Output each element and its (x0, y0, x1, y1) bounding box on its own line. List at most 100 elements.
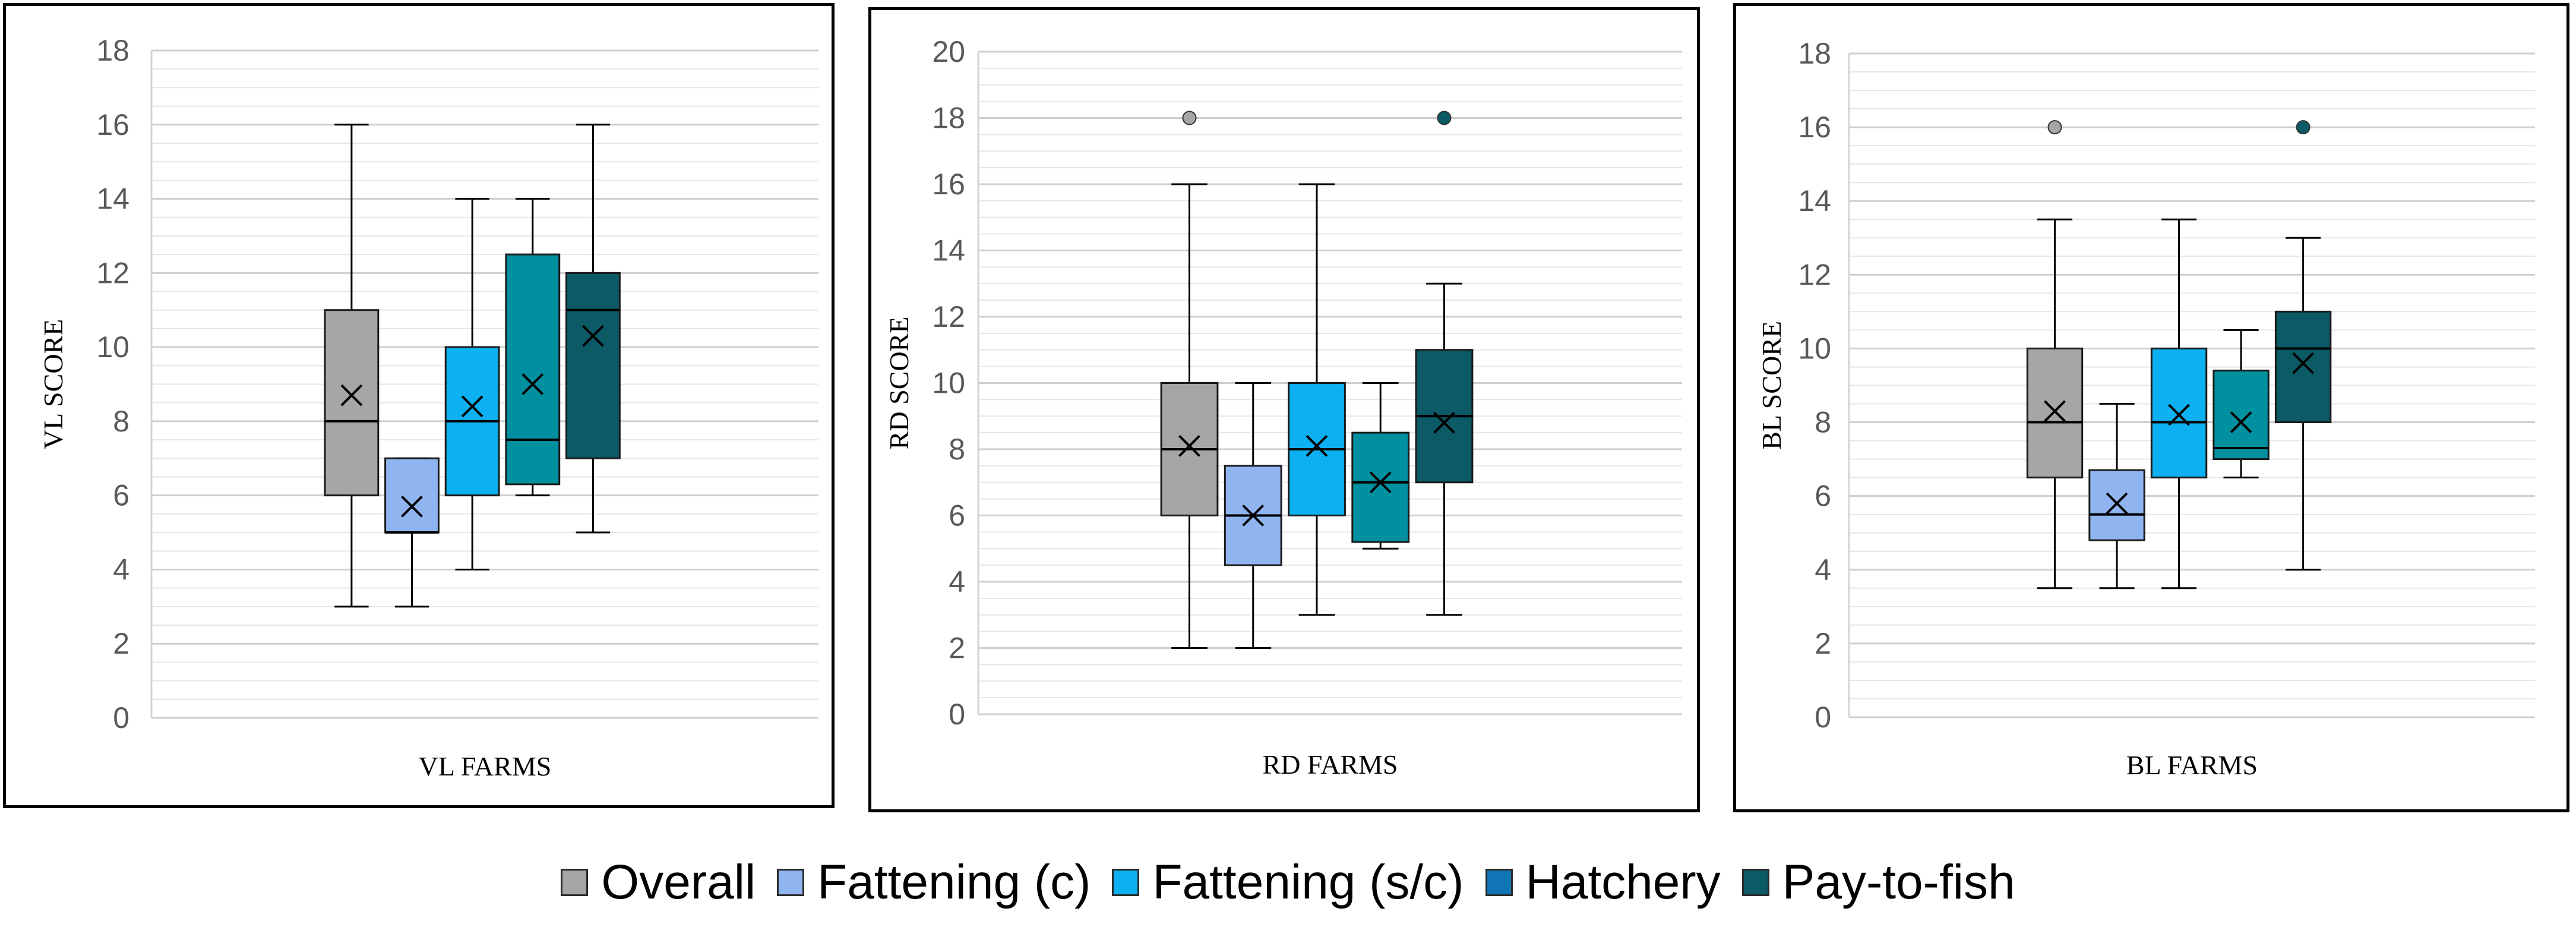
outlier-point (2047, 120, 2062, 135)
legend-swatch-hatchery (1485, 869, 1513, 896)
legend-label-hatchery: Hatchery (1525, 855, 1721, 909)
chart-svg-rd: 0 2 4 6 8 10 12 14 16 18 20 RD SCORE RD FARMS (884, 35, 1682, 780)
box-overall-rd (1160, 111, 1219, 649)
y-tick-label: 4 (113, 553, 129, 586)
box-iqr (324, 309, 380, 497)
y-tick-label: 10 (96, 330, 129, 364)
y-tick-label: 0 (949, 698, 965, 731)
y-tick-label: 10 (1798, 332, 1831, 365)
box-pay-to-fish-vl (565, 124, 621, 534)
box-iqr (2212, 370, 2270, 461)
y-tick-label: 12 (932, 300, 965, 333)
mean-marker (1242, 505, 1265, 526)
legend-swatch-fattening-c (777, 869, 805, 896)
legend-item-fattening-sc: Fattening (s/c) (1112, 855, 1464, 910)
y-tick-label: 6 (1815, 480, 1831, 513)
chart-panel-bl: 0 2 4 6 8 10 12 14 16 18 BL SCORE BL FARMS (1733, 3, 2569, 812)
box-iqr (384, 457, 440, 534)
mean-marker (461, 395, 483, 418)
legend-label-fattening-c: Fattening (c) (817, 855, 1091, 909)
x-axis-label-bl: BL FARMS (2126, 750, 2258, 780)
box-pay-to-fish-bl (2274, 120, 2332, 571)
y-tick-label: 12 (96, 256, 129, 289)
y-tick-label: 10 (932, 367, 965, 400)
mean-marker (1369, 471, 1392, 494)
mean-marker (1178, 435, 1200, 457)
outlier-point (1437, 111, 1452, 125)
outlier-point (2296, 120, 2311, 135)
y-tick-label: 4 (949, 565, 965, 598)
y-tick-label: 20 (932, 35, 965, 68)
mean-marker (401, 495, 423, 518)
box-iqr (565, 272, 621, 459)
mean-marker (2106, 492, 2128, 515)
y-axis-label-rd: RD SCORE (884, 317, 914, 450)
box-iqr (505, 253, 561, 485)
box-overall-bl (2026, 120, 2084, 589)
legend-swatch-pay-to-fish (1741, 869, 1769, 896)
y-tick-label: 16 (1798, 111, 1831, 144)
box-overall-vl (324, 124, 380, 608)
legend-swatch-overall (561, 869, 589, 896)
mean-marker (1306, 435, 1328, 457)
box-iqr (2088, 469, 2145, 541)
y-tick-label: 14 (96, 182, 129, 216)
y-tick-label: 14 (932, 234, 965, 267)
y-ticks-vl: 0 2 4 6 8 10 12 14 16 18 (96, 34, 129, 734)
gridlines-bl (1849, 52, 2535, 718)
mean-marker (2044, 400, 2066, 422)
box-iqr (2026, 347, 2084, 479)
box-hatchery-vl (505, 198, 561, 497)
legend-item-pay-to-fish: Pay-to-fish (1741, 855, 2015, 910)
mean-marker (1433, 411, 1455, 434)
box-fattening-s-c-bl (2150, 218, 2208, 589)
x-axis-label-rd: RD FARMS (1263, 749, 1398, 780)
chart-panel-vl: 0 2 4 6 8 10 12 14 16 18 VL SCORE VL FARMS (3, 3, 835, 808)
legend-item-fattening-c: Fattening (c) (777, 855, 1091, 910)
y-tick-label: 16 (96, 108, 129, 141)
mean-marker (340, 384, 363, 406)
y-ticks-rd: 0 2 4 6 8 10 12 14 16 18 20 (932, 35, 965, 731)
y-tick-label: 2 (1815, 627, 1831, 660)
y-tick-label: 12 (1798, 258, 1831, 291)
y-tick-label: 8 (1815, 406, 1831, 439)
y-tick-label: 0 (1815, 701, 1831, 734)
chart-legend: Overall Fattening (c) Fattening (s/c) Ha… (0, 847, 2576, 918)
box-fattening-c-vl (384, 457, 440, 608)
box-hatchery-bl (2212, 329, 2270, 479)
box-fattening-s-c-vl (444, 198, 500, 570)
mean-marker (2168, 403, 2190, 426)
box-iqr (2274, 310, 2332, 424)
box-pay-to-fish-rd (1415, 111, 1474, 616)
y-tick-label: 2 (949, 632, 965, 665)
legend-item-overall: Overall (561, 855, 756, 910)
y-ticks-bl: 0 2 4 6 8 10 12 14 16 18 (1798, 37, 1831, 734)
box-fattening-c-bl (2088, 403, 2145, 589)
chart-panel-rd: 0 2 4 6 8 10 12 14 16 18 20 RD SCORE RD FARMS (868, 7, 1700, 812)
box-fattening-s-c-rd (1288, 183, 1346, 616)
y-tick-label: 18 (1798, 37, 1831, 70)
y-tick-label: 8 (113, 405, 129, 438)
y-tick-label: 4 (1815, 553, 1831, 587)
legend-item-hatchery: Hatchery (1485, 855, 1721, 910)
legend-swatch-fattening-sc (1112, 869, 1140, 896)
legend-label-pay-to-fish: Pay-to-fish (1782, 855, 2015, 909)
y-tick-label: 16 (932, 168, 965, 201)
x-axis-label-vl: VL FARMS (419, 751, 552, 781)
y-tick-label: 6 (113, 479, 129, 512)
mean-marker (2230, 411, 2252, 433)
box-hatchery-rd (1351, 382, 1410, 550)
mean-marker (2292, 352, 2315, 374)
y-tick-label: 6 (949, 499, 965, 532)
y-tick-label: 18 (932, 102, 965, 135)
y-tick-label: 2 (113, 627, 129, 660)
y-tick-label: 18 (96, 34, 129, 67)
legend-label-fattening-sc: Fattening (s/c) (1152, 855, 1464, 909)
chart-svg-vl: 0 2 4 6 8 10 12 14 16 18 VL SCORE VL FARMS (38, 34, 818, 781)
box-iqr (1351, 431, 1410, 543)
outlier-point (1182, 111, 1197, 125)
y-axis-label-bl: BL SCORE (1756, 321, 1787, 450)
box-fattening-c-rd (1224, 382, 1282, 649)
mean-marker (521, 373, 544, 395)
y-tick-label: 8 (949, 433, 965, 466)
